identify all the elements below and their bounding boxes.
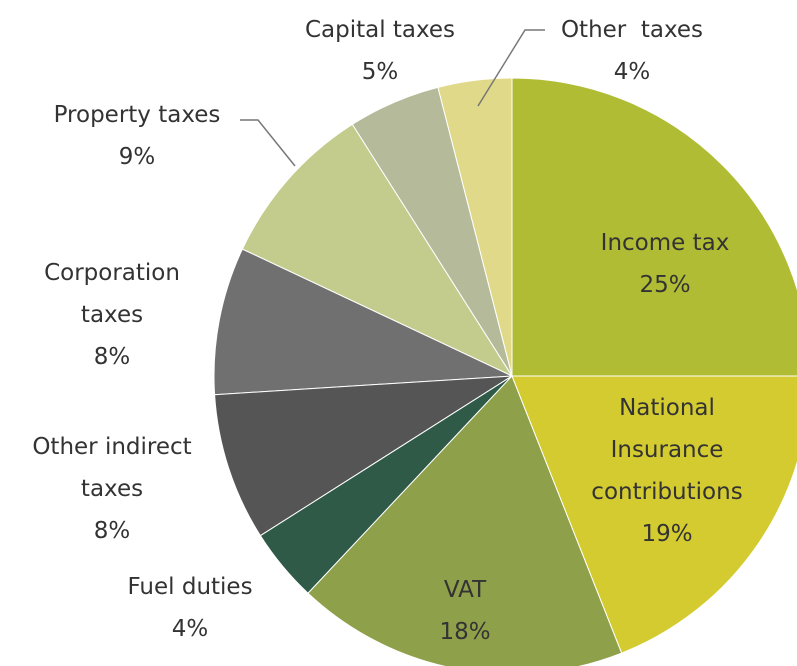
leader-line [240, 119, 296, 167]
slice-label: Other taxes 4% [532, 9, 732, 93]
slice-label: Income tax 25% [565, 222, 765, 306]
value-label: 9% [118, 144, 156, 170]
category-label: Corporation taxes [44, 260, 188, 328]
category-label: Income tax [600, 230, 730, 256]
value-label: 18% [439, 619, 491, 645]
value-label: 8% [93, 344, 131, 370]
slice-label: Other indirect taxes 8% [7, 426, 217, 552]
category-label: Fuel duties [127, 574, 253, 600]
value-label: 8% [93, 518, 131, 544]
slice-label: VAT 18% [405, 569, 525, 653]
category-label: Property taxes [53, 102, 221, 128]
slice-label: Property taxes 9% [17, 94, 257, 178]
value-label: 19% [641, 521, 693, 547]
value-label: 4% [613, 59, 651, 85]
value-label: 25% [639, 272, 691, 298]
slice-label: Corporation taxes 8% [22, 252, 202, 378]
slice-label: National Insurance contributions 19% [572, 387, 762, 555]
pie-slice [213, 248, 513, 396]
pie-slice [307, 375, 623, 666]
leader-line [477, 29, 545, 107]
pie-slice [214, 375, 513, 537]
pie-slice [511, 77, 797, 377]
slice-label: Fuel duties 4% [90, 566, 290, 650]
pie-slice [241, 123, 514, 378]
value-label: 5% [361, 59, 399, 85]
category-label: National Insurance contributions [591, 395, 743, 505]
category-label: Other indirect taxes [32, 434, 199, 502]
value-label: 4% [171, 616, 209, 642]
category-label: Other taxes [560, 17, 704, 43]
category-label: Capital taxes [304, 17, 456, 43]
slice-label: Capital taxes 5% [280, 9, 480, 93]
category-label: VAT [443, 577, 487, 603]
pie-slice [511, 375, 797, 654]
